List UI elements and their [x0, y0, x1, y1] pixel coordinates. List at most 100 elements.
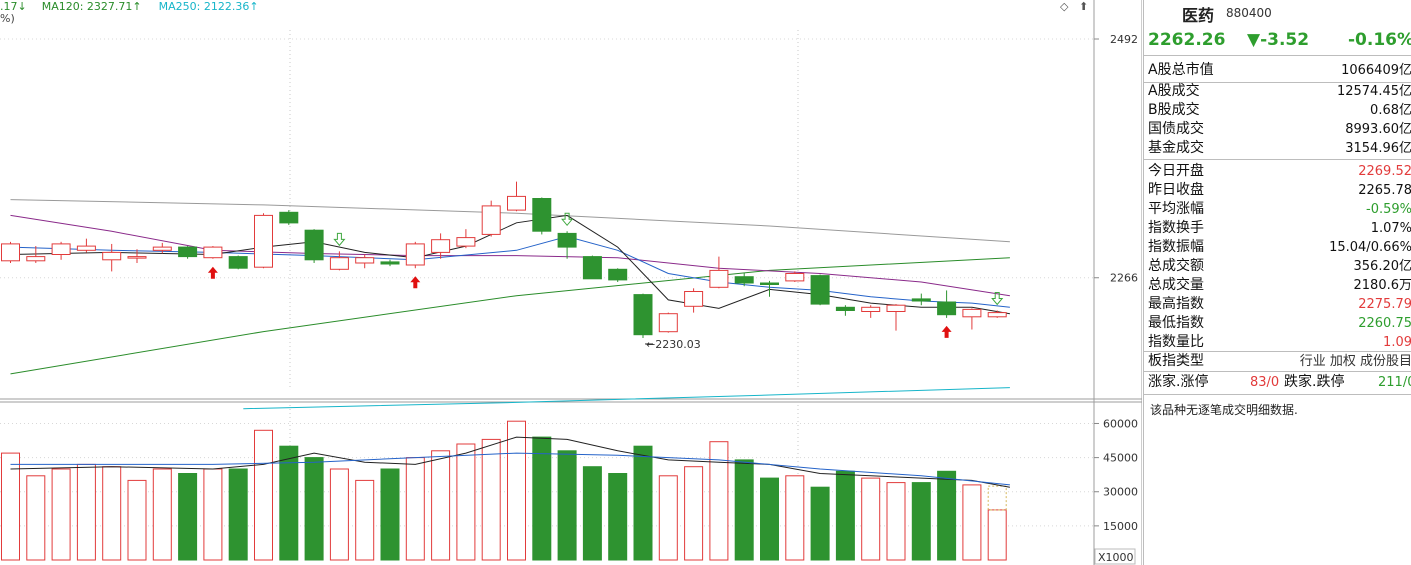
- stat-value: 356.20亿: [1353, 259, 1411, 274]
- price-tick-label: 2266: [1110, 272, 1138, 285]
- stock-code: 880400: [1226, 6, 1272, 20]
- candle-body: [1, 243, 20, 262]
- volume-tick-label: 60000: [1103, 417, 1138, 430]
- candle-body: [911, 298, 931, 302]
- stat-row: 国债成交 8993.60亿: [1144, 120, 1411, 139]
- candle-body: [431, 239, 451, 253]
- stat-value: 2260.75: [1358, 316, 1411, 331]
- candle-body: [886, 304, 906, 313]
- divider: [1144, 371, 1411, 372]
- down-label: 跌家.跌停: [1284, 374, 1345, 390]
- candle-body: [203, 246, 223, 259]
- stat-label: B股成交: [1148, 102, 1200, 118]
- volume-bar: [810, 486, 830, 561]
- stat-label: 昨日收盘: [1148, 182, 1204, 198]
- volume-unit-label: X1000: [1098, 551, 1134, 564]
- ma-line-gray: [10, 199, 1010, 243]
- candle-body: [507, 195, 526, 211]
- divider: [1144, 159, 1411, 160]
- ma-line-ma120: [10, 257, 1010, 375]
- candle-body: [405, 243, 425, 266]
- stat-row: 指数量比 1.09: [1144, 333, 1411, 352]
- diamond-icon[interactable]: ◇: [1060, 0, 1069, 13]
- buy-arrow-icon: [941, 325, 952, 338]
- ma250-legend: MA250: 2122.36↑: [158, 0, 259, 13]
- chart-canvas[interactable]: 2492 2266 60000 45000 30000 15000 X1000 ←2230.0…: [0, 0, 1142, 565]
- scroll-top-icon[interactable]: ⬆: [1079, 0, 1089, 13]
- buy-arrow-icon: [207, 266, 218, 279]
- last-price: 2262.26: [1148, 30, 1226, 50]
- candle-body: [254, 214, 273, 268]
- volume-bar: [102, 466, 122, 561]
- board-type-row: 板指类型 行业 加权 成份股目: [1144, 352, 1411, 371]
- ma-line-purple: [10, 214, 1010, 297]
- up-value: 83/0: [1250, 375, 1280, 390]
- volume-bar: [1, 452, 20, 561]
- stat-label: 平均涨幅: [1148, 201, 1204, 217]
- sell-arrow-icon: [333, 232, 346, 247]
- stat-row: 指数振幅 15.04/0.66%: [1144, 238, 1411, 257]
- candle-body: [152, 246, 172, 251]
- stat-value: 3154.96亿: [1345, 141, 1411, 156]
- candle-body: [962, 308, 982, 318]
- volume-forecast-box: [987, 485, 1007, 511]
- volume-bar: [152, 468, 172, 561]
- volume-bar: [329, 468, 349, 561]
- candle-body: [380, 261, 400, 265]
- divider: [1144, 82, 1411, 83]
- volume-tick-label: 30000: [1103, 486, 1138, 499]
- stat-label: 国债成交: [1148, 121, 1204, 137]
- candle-body: [76, 245, 96, 251]
- board-type-tags[interactable]: 行业 加权 成份股目: [1299, 354, 1411, 369]
- no-tick-data-note: 该品种无逐笔成交明细数据.: [1150, 403, 1298, 417]
- stat-row: A股总市值 1066409亿: [1144, 61, 1411, 80]
- candle-body: [987, 312, 1007, 318]
- sell-arrow-icon: [991, 291, 1004, 306]
- candle-body: [785, 273, 805, 282]
- stat-value: -0.59%: [1366, 202, 1411, 217]
- stock-title: 医药 880400: [1144, 2, 1411, 25]
- price-change: ▼-3.52: [1247, 30, 1310, 50]
- volume-bar: [405, 457, 425, 561]
- divider: [1144, 351, 1411, 352]
- kline-chart[interactable]: 2492 2266 60000 45000 30000 15000 X1000 ←2230.0…: [0, 0, 1142, 565]
- sell-arrow-icon: [561, 212, 574, 227]
- volume-bar: [582, 466, 602, 561]
- candle-body: [178, 246, 198, 258]
- candle-body: [608, 268, 628, 281]
- candle-body: [51, 243, 71, 255]
- candle-body: [481, 205, 501, 235]
- ma-prev-legend: .17↓: [0, 0, 27, 13]
- volume-bar: [861, 477, 881, 561]
- stat-value: 1.07%: [1370, 221, 1411, 236]
- volume-bar: [608, 473, 628, 561]
- ma-legend: .17↓ MA120: 2327.71↑ MA250: 2122.36↑: [0, 0, 259, 14]
- candle-body: [355, 257, 375, 264]
- stat-row: 总成交量 2180.6万: [1144, 276, 1411, 295]
- candle-body: [279, 211, 299, 224]
- volume-bar: [203, 468, 223, 561]
- candle-body: [734, 276, 754, 284]
- candle-body: [861, 306, 881, 312]
- volume-bar: [380, 468, 400, 561]
- divider: [1144, 55, 1411, 56]
- candle-body: [760, 282, 779, 285]
- volume-bar: [279, 445, 299, 561]
- candle-body: [127, 256, 147, 259]
- volume-bar: [987, 509, 1007, 561]
- stat-value: 2275.79: [1358, 297, 1411, 312]
- candle-body: [329, 257, 349, 270]
- stat-row: 最高指数 2275.79: [1144, 295, 1411, 314]
- stat-row: 昨日收盘 2265.78: [1144, 181, 1411, 200]
- volume-bar: [51, 468, 71, 561]
- volume-bar: [658, 475, 678, 561]
- stat-row: 平均涨幅 -0.59%: [1144, 200, 1411, 219]
- stat-value: 15.04/0.66%: [1329, 240, 1411, 255]
- stat-label: 最高指数: [1148, 296, 1204, 312]
- candle-body: [532, 198, 552, 232]
- ma-line-black: [10, 214, 1010, 315]
- candle-body: [582, 256, 602, 280]
- candle-body: [26, 256, 46, 262]
- stat-value: 2269.52: [1358, 164, 1411, 179]
- candle-body: [709, 269, 729, 288]
